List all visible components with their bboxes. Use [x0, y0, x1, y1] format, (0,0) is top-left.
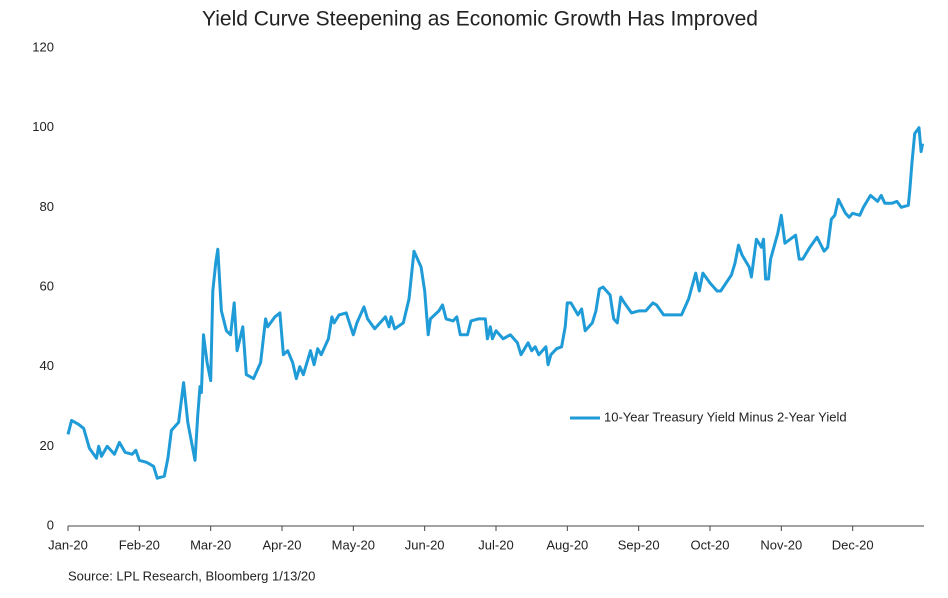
x-tick-label: Oct-20 [690, 537, 729, 552]
y-tick-label: 0 [47, 517, 54, 532]
x-tick-label: Nov-20 [760, 537, 802, 552]
chart-title: Yield Curve Steepening as Economic Growt… [202, 8, 758, 31]
x-tick-label: Sep-20 [618, 537, 660, 552]
x-tick-label: Feb-20 [119, 537, 160, 552]
y-tick-label: 80 [40, 199, 54, 214]
x-tick-label: Mar-20 [190, 537, 231, 552]
x-tick-label: May-20 [332, 537, 375, 552]
x-tick-label: Jun-20 [405, 537, 445, 552]
y-tick-label: 100 [32, 119, 54, 134]
y-tick-label: 60 [40, 278, 54, 293]
source-note: Source: LPL Research, Bloomberg 1/13/20 [68, 568, 315, 583]
legend-label: 10-Year Treasury Yield Minus 2-Year Yiel… [604, 409, 847, 424]
y-tick-label: 20 [40, 438, 54, 453]
x-tick-label: Aug-20 [546, 537, 588, 552]
x-tick-label: Jul-20 [478, 537, 513, 552]
series-line [66, 126, 925, 480]
x-tick-label: Apr-20 [262, 537, 301, 552]
x-tick-label: Dec-20 [832, 537, 874, 552]
y-tick-label: 40 [40, 358, 54, 373]
y-tick-label: 120 [32, 39, 54, 54]
x-tick-label: Jan-20 [48, 537, 88, 552]
